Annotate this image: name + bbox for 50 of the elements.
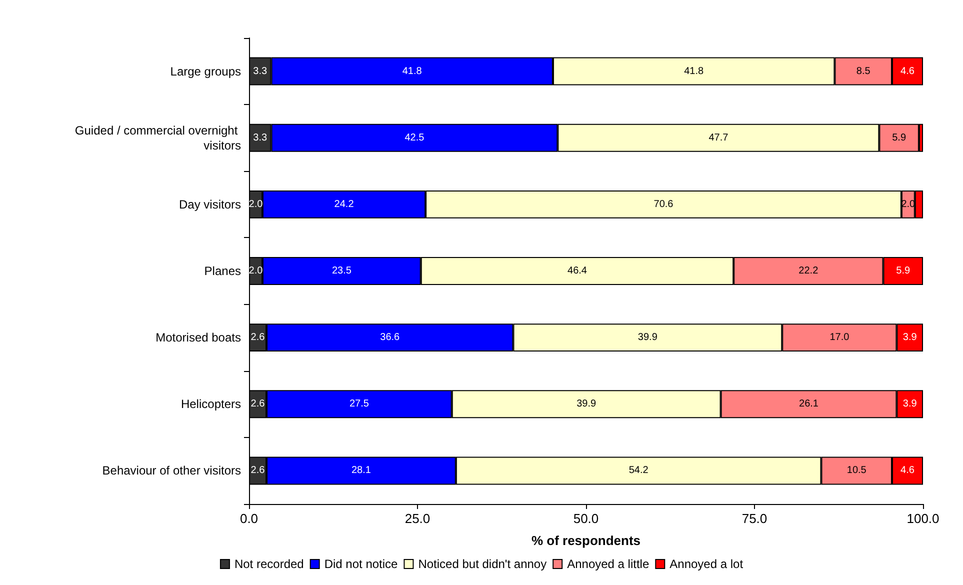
data-label: 3.9 xyxy=(902,332,918,344)
x-tick-label: 75.0 xyxy=(742,511,768,526)
data-label: 5.9 xyxy=(892,132,906,144)
x-tick-label: 50.0 xyxy=(573,511,599,526)
data-label: 22.2 xyxy=(798,266,819,276)
data-label: 2.6 xyxy=(250,332,266,344)
legend-label: Did not notice xyxy=(324,557,398,571)
data-label: 46.4 xyxy=(568,266,588,276)
legend-label: Annoyed a little xyxy=(567,557,650,571)
x-tick-label: 100.0 xyxy=(906,511,940,526)
y-tick-label: Day visitors xyxy=(178,197,241,212)
data-label: 54.2 xyxy=(628,465,649,476)
data-label: 4.6 xyxy=(900,465,915,476)
data-label: 41.8 xyxy=(684,66,704,77)
data-label: 39.9 xyxy=(638,332,658,344)
data-label: 39.9 xyxy=(576,398,597,410)
data-label: 17.0 xyxy=(830,332,850,344)
data-label: 3.3 xyxy=(253,66,268,77)
y-tick-label: Planes xyxy=(204,264,241,278)
data-label: 3.9 xyxy=(902,398,918,410)
data-label: 24.2 xyxy=(334,198,354,210)
data-label: 3.3 xyxy=(253,132,268,144)
x-axis-title: % of respondents xyxy=(531,533,641,548)
y-tick-label: Guided / commercial overnight visitors xyxy=(74,123,241,152)
y-tick-label: Helicopters xyxy=(180,397,241,412)
y-tick-label: Large groups xyxy=(170,64,241,78)
x-tick-label: 0.0 xyxy=(240,511,258,526)
data-label: 2.6 xyxy=(250,465,266,476)
x-tick-label: 25.0 xyxy=(404,511,430,526)
data-label: 2.0 xyxy=(248,198,264,210)
data-label: 10.5 xyxy=(846,465,867,476)
data-label: 70.6 xyxy=(654,198,674,210)
data-label: 36.6 xyxy=(380,332,400,344)
y-tick-label: Motorised boats xyxy=(156,330,241,345)
data-label: 41.8 xyxy=(402,66,422,77)
data-label: 26.1 xyxy=(799,398,819,410)
data-label: 47.7 xyxy=(708,132,729,144)
data-label: 8.5 xyxy=(856,66,871,77)
data-label: 2.6 xyxy=(250,398,266,410)
legend-label: Noticed but didn't annoy xyxy=(418,557,547,571)
data-label: 27.5 xyxy=(349,398,370,410)
y-tick-label: Behaviour of other visitors xyxy=(102,464,241,478)
data-label: 5.9 xyxy=(896,266,911,276)
data-label: 2.0 xyxy=(248,266,264,276)
data-label: 42.5 xyxy=(404,132,425,144)
data-label: 4.6 xyxy=(900,66,915,77)
data-label: 28.1 xyxy=(351,465,372,476)
legend-label: Annoyed a lot xyxy=(670,557,744,571)
data-label: 23.5 xyxy=(332,266,352,276)
legend-label: Not recorded xyxy=(234,557,304,571)
